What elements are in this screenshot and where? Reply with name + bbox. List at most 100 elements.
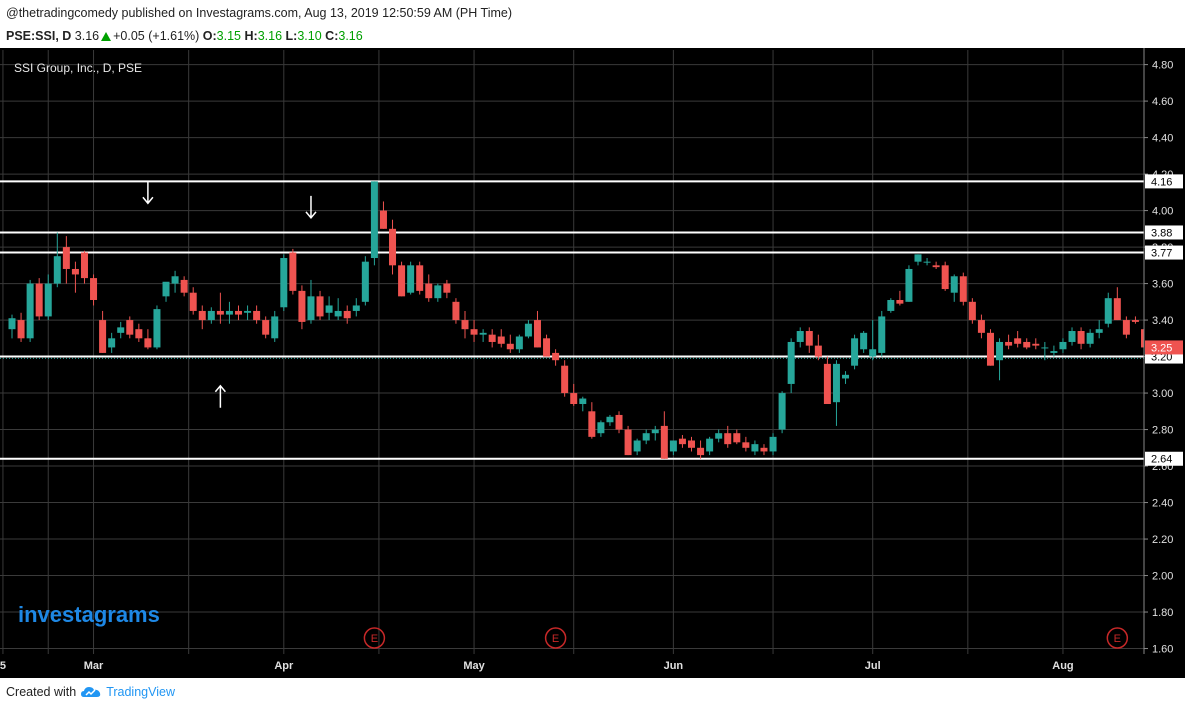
candle-body[interactable]	[117, 327, 125, 333]
candle-body[interactable]	[207, 310, 215, 321]
candle-body[interactable]	[950, 276, 958, 293]
candle-body[interactable]	[805, 331, 813, 346]
candle-body[interactable]	[588, 411, 596, 437]
candle-body[interactable]	[597, 422, 605, 434]
candle-body[interactable]	[552, 352, 560, 361]
candle-body[interactable]	[642, 433, 650, 441]
candle-body[interactable]	[135, 329, 143, 339]
earnings-marker-icon[interactable]	[1106, 627, 1129, 649]
candle-body[interactable]	[778, 393, 786, 430]
candle-body[interactable]	[869, 349, 877, 357]
candle-body[interactable]	[225, 310, 233, 315]
candle-body[interactable]	[452, 301, 460, 321]
candle-body[interactable]	[724, 433, 732, 445]
candle-body[interactable]	[660, 425, 668, 459]
candle-body[interactable]	[515, 336, 523, 350]
candle-body[interactable]	[1113, 298, 1121, 321]
candle-body[interactable]	[271, 316, 279, 339]
candle-body[interactable]	[44, 283, 52, 317]
candle-body[interactable]	[796, 331, 804, 342]
candle-body[interactable]	[334, 310, 342, 317]
candle-body[interactable]	[570, 393, 578, 405]
candle-body[interactable]	[678, 438, 686, 445]
candle-body[interactable]	[262, 320, 270, 335]
candle-body[interactable]	[1131, 320, 1139, 322]
candle-body[interactable]	[842, 374, 850, 379]
candle-body[interactable]	[497, 336, 505, 344]
candle-body[interactable]	[887, 299, 895, 311]
candle-body[interactable]	[624, 429, 632, 456]
candle-body[interactable]	[1086, 332, 1094, 344]
candle-body[interactable]	[289, 252, 297, 291]
candle-body[interactable]	[606, 416, 614, 423]
candle-body[interactable]	[470, 329, 478, 335]
candle-body[interactable]	[108, 338, 116, 348]
earnings-marker-icon[interactable]	[363, 627, 386, 649]
candle-body[interactable]	[959, 276, 967, 302]
candle-body[interactable]	[914, 254, 922, 262]
candle-body[interactable]	[361, 261, 369, 302]
candle-body[interactable]	[651, 429, 659, 434]
candle-body[interactable]	[1095, 329, 1103, 333]
candle-body[interactable]	[244, 310, 252, 313]
candle-body[interactable]	[443, 283, 451, 293]
candle-body[interactable]	[1050, 351, 1058, 353]
candle-body[interactable]	[1041, 347, 1049, 349]
candle-body[interactable]	[17, 320, 25, 339]
candle-body[interactable]	[533, 320, 541, 348]
candle-body[interactable]	[90, 278, 98, 300]
candle-body[interactable]	[479, 332, 487, 335]
arrow-down-icon[interactable]	[305, 195, 317, 220]
candle-body[interactable]	[543, 338, 551, 357]
candle-body[interactable]	[26, 283, 34, 339]
candle-body[interactable]	[1014, 338, 1022, 344]
candle-body[interactable]	[787, 341, 795, 384]
candle-body[interactable]	[1059, 341, 1067, 350]
candle-body[interactable]	[389, 228, 397, 266]
candle-body[interactable]	[706, 438, 714, 452]
candle-body[interactable]	[860, 332, 868, 350]
candle-body[interactable]	[144, 338, 152, 348]
candle-body[interactable]	[379, 210, 387, 229]
candle-body[interactable]	[343, 310, 351, 319]
candle-body[interactable]	[488, 334, 496, 342]
candle-body[interactable]	[280, 258, 288, 308]
candle-body[interactable]	[370, 181, 378, 259]
arrow-down-icon[interactable]	[142, 181, 154, 205]
candle-body[interactable]	[180, 279, 188, 293]
candle-body[interactable]	[71, 268, 79, 275]
candle-body[interactable]	[968, 301, 976, 321]
candle-body[interactable]	[742, 442, 750, 448]
candle-body[interactable]	[461, 320, 469, 330]
candle-body[interactable]	[307, 296, 315, 321]
candle-body[interactable]	[733, 433, 741, 443]
candle-body[interactable]	[615, 414, 623, 430]
candle-body[interactable]	[325, 305, 333, 313]
earnings-marker-icon[interactable]	[544, 627, 567, 649]
candle-body[interactable]	[769, 436, 777, 452]
candle-body[interactable]	[316, 296, 324, 317]
candle-body[interactable]	[633, 440, 641, 452]
candle-body[interactable]	[669, 440, 677, 452]
candle-body[interactable]	[1104, 298, 1112, 324]
candle-body[interactable]	[235, 310, 242, 315]
arrow-up-icon[interactable]	[214, 384, 226, 408]
candle-body[interactable]	[823, 363, 831, 405]
candle-body[interactable]	[760, 447, 768, 452]
candle-body[interactable]	[1077, 331, 1085, 344]
candle-body[interactable]	[1005, 341, 1013, 346]
candle-body[interactable]	[977, 320, 985, 333]
candle-body[interactable]	[905, 268, 913, 302]
candle-body[interactable]	[216, 310, 224, 315]
tradingview-link[interactable]: TradingView	[106, 685, 175, 699]
candle-body[interactable]	[832, 363, 840, 403]
candle-body[interactable]	[561, 365, 569, 394]
candle-body[interactable]	[352, 305, 360, 311]
candle-body[interactable]	[171, 276, 179, 284]
candle-body[interactable]	[1068, 331, 1076, 342]
candle-body[interactable]	[153, 309, 161, 348]
candle-body[interactable]	[923, 261, 931, 263]
candle-body[interactable]	[298, 290, 306, 322]
candle-body[interactable]	[35, 283, 43, 317]
candle-body[interactable]	[80, 252, 88, 279]
